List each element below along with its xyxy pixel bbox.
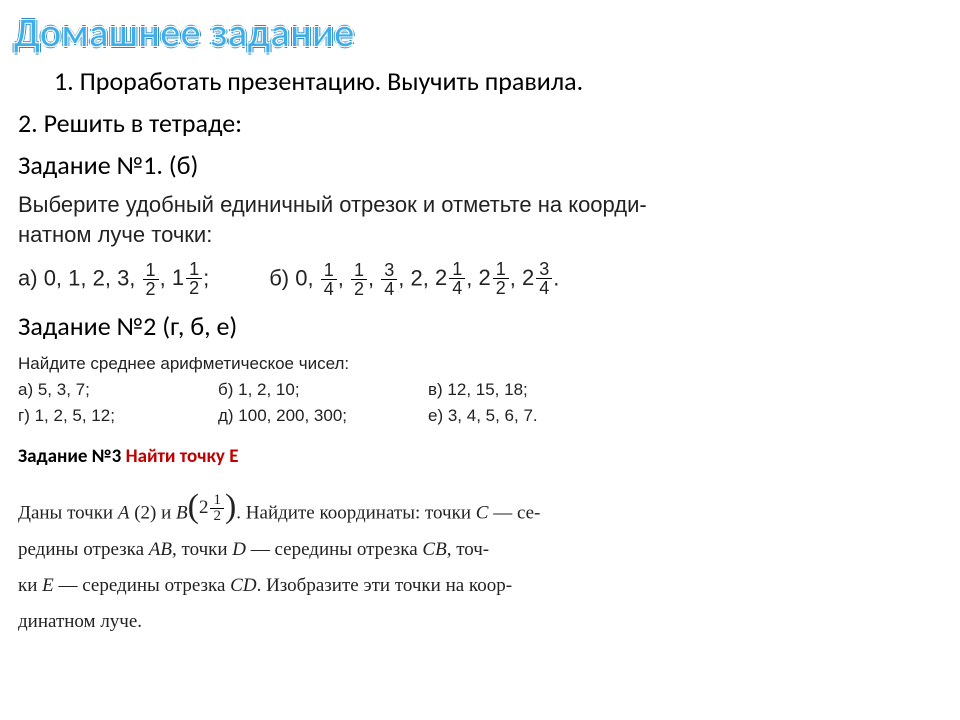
task1-option-a: а) 0, 1, 2, 3, 12, 112; [18, 260, 209, 298]
intro-item-2: 2. Решить в тетраде: [18, 107, 942, 141]
task1-b-label: б) [269, 265, 289, 290]
task1-instr-l1: Выберите удобный единичный отрезок и отм… [18, 190, 942, 220]
task1-b-frac5: 212 [478, 260, 509, 297]
task2-b: б) 1, 2, 10; [218, 378, 428, 402]
task1-b-frac6: 234 [522, 260, 553, 297]
task2-a: а) 5, 3, 7; [18, 378, 218, 402]
task3-line4: динатном луче. [18, 604, 942, 640]
task1-instr-l2: натном луче точки: [18, 220, 942, 250]
task2-v: в) 12, 15, 18; [428, 378, 628, 402]
intro-item-1-text: Проработать презентацию. Выучить правила… [80, 65, 584, 97]
task1-b-frac2: 12 [351, 261, 367, 298]
task3-heading-red: Найти точку Е [126, 445, 239, 468]
task3-heading: Задание №3 Найти точку Е [18, 445, 942, 468]
page: Домашнее задание 1. Проработать презента… [0, 0, 960, 658]
page-title: Домашнее задание [14, 8, 942, 57]
task2-grid: а) 5, 3, 7; б) 1, 2, 10; в) 12, 15, 18; … [18, 378, 942, 428]
task2-d: д) 100, 200, 300; [218, 404, 428, 428]
task3-line3: ки E — середины отрезка CD. Изобразите э… [18, 568, 942, 604]
task1-b-prefix: 0, [295, 265, 313, 290]
task1-option-b: б) 0, 14, 12, 34, 2, 214, 212, 234. [269, 260, 559, 298]
task1-b-frac4: 214 [435, 260, 466, 297]
task1-a-frac2: 112 [172, 260, 203, 297]
task2-body: Найдите среднее арифметическое чисел: а)… [18, 352, 942, 427]
task1-b-frac3: 34 [381, 261, 397, 298]
task2-instr: Найдите среднее арифметическое чисел: [18, 352, 942, 376]
task3-heading-black: Задание №3 [18, 445, 126, 468]
intro-item-1-num: 1. [54, 65, 74, 97]
task1-a-label: а) [18, 265, 38, 290]
task1-body: Выберите удобный единичный отрезок и отм… [18, 190, 942, 298]
task3-line2: редины отрезка AB, точки D — середины от… [18, 532, 942, 568]
task1-a-prefix: 0, 1, 2, 3, [44, 265, 136, 290]
task2-heading: Задание №2 (г, б, е) [18, 310, 942, 344]
task1-heading: Задание №1. (б) [18, 149, 942, 183]
task1-b-frac1: 14 [321, 261, 337, 298]
task1-options: а) 0, 1, 2, 3, 12, 112; б) 0, 14, 12, 34… [18, 260, 942, 298]
task3-body: Даны точки A (2) и B(212). Найдите коорд… [18, 490, 942, 640]
task2-e: е) 3, 4, 5, 6, 7. [428, 404, 628, 428]
task1-a-frac1: 12 [143, 261, 159, 298]
task3-b-coord: (212) [188, 490, 237, 526]
task2-g: г) 1, 2, 5, 12; [18, 404, 218, 428]
task3-line1: Даны точки A (2) и B(212). Найдите коорд… [18, 490, 942, 532]
intro-item-1: 1. Проработать презентацию. Выучить прав… [18, 65, 942, 99]
